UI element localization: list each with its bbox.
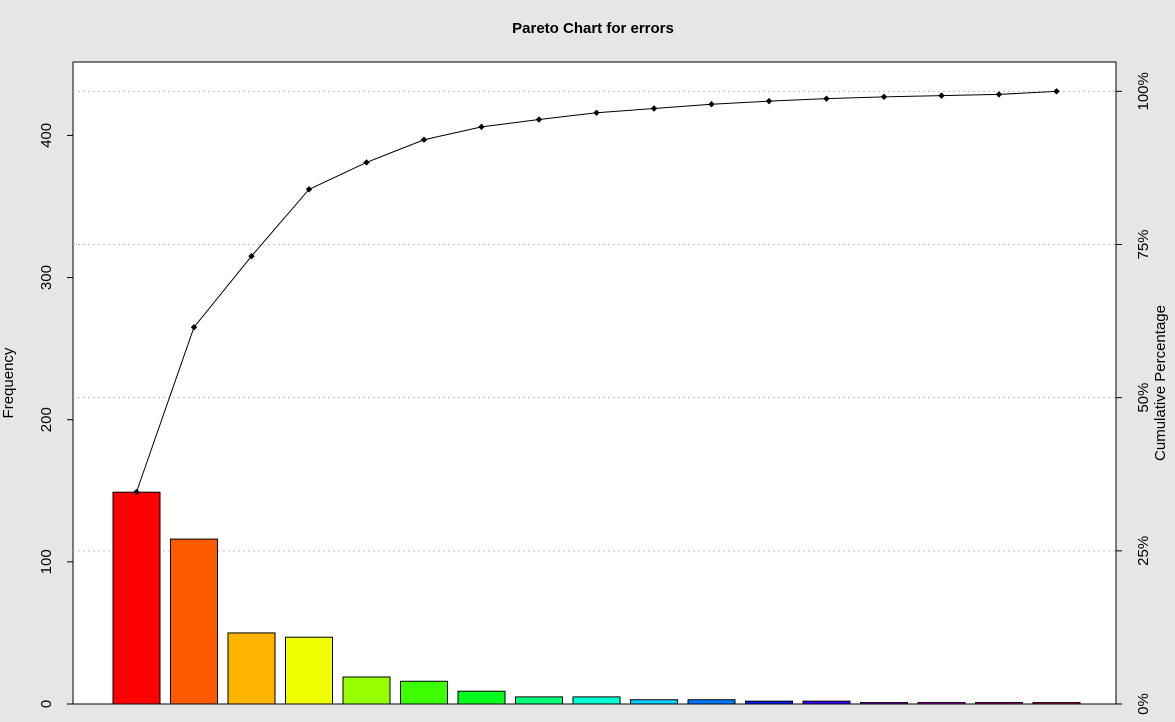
bar-6: [400, 680, 448, 705]
plot-area: [72, 61, 1117, 705]
grid-lines: [73, 90, 1116, 552]
bar-7: [457, 690, 506, 705]
bar-11: [687, 699, 736, 705]
cumulative-point-2: [190, 324, 198, 331]
y2-tick-label-25: 25%: [1135, 536, 1152, 566]
cumulative-point-11: [708, 100, 715, 108]
cumulative-point-3: [248, 252, 255, 260]
cumulative-point-8: [535, 116, 543, 123]
cumulative-point-1: [133, 488, 140, 496]
cumulative-point-16: [995, 91, 1003, 98]
cumulative-point-6: [420, 136, 428, 143]
y2-tick-label-0: 0%: [1135, 693, 1152, 715]
y2-tick-label-50: 50%: [1135, 383, 1152, 413]
y2-tick-label-100: 100%: [1135, 72, 1152, 110]
bar-2: [170, 538, 218, 705]
bar-12: [745, 700, 793, 705]
bar-16: [975, 702, 1023, 705]
y-axis-right: 0% 25% 50% 75% 100%: [1116, 72, 1152, 715]
bar-15: [917, 702, 966, 705]
y-axis-left: 0 100 200 300 400: [38, 123, 73, 708]
bar-9: [572, 696, 621, 705]
y-tick-label-300: 300: [38, 265, 55, 290]
bar-8: [515, 696, 563, 705]
y-tick-label-400: 400: [38, 123, 55, 148]
bar-5: [342, 676, 391, 705]
y-axis-label: Frequency: [0, 347, 17, 418]
y2-axis-label: Cumulative Percentage: [1152, 305, 1169, 461]
cumulative-line: [133, 88, 1060, 496]
cumulative-point-5: [363, 159, 370, 166]
y-tick-label-0: 0: [38, 700, 55, 708]
y2-tick-label-75: 75%: [1135, 229, 1152, 259]
bar-13: [802, 700, 851, 705]
cumulative-point-9: [593, 109, 600, 116]
cumulative-point-4: [305, 186, 313, 193]
bar-3: [227, 632, 276, 705]
cumulative-point-17: [1053, 88, 1060, 95]
bar-1: [112, 491, 161, 705]
y-tick-label-200: 200: [38, 407, 55, 432]
cumulative-point-15: [938, 92, 945, 99]
cumulative-point-13: [823, 95, 830, 102]
y-tick-label-100: 100: [38, 549, 55, 574]
cumulative-point-14: [880, 93, 888, 101]
bar-17: [1032, 702, 1081, 705]
chart-title: Pareto Chart for errors: [512, 20, 674, 37]
cumulative-point-10: [650, 105, 658, 112]
bar-14: [860, 702, 908, 705]
cumulative-point-12: [765, 97, 773, 105]
bar-4: [285, 636, 333, 705]
cumulative-point-7: [478, 123, 485, 131]
bar-10: [630, 699, 678, 705]
